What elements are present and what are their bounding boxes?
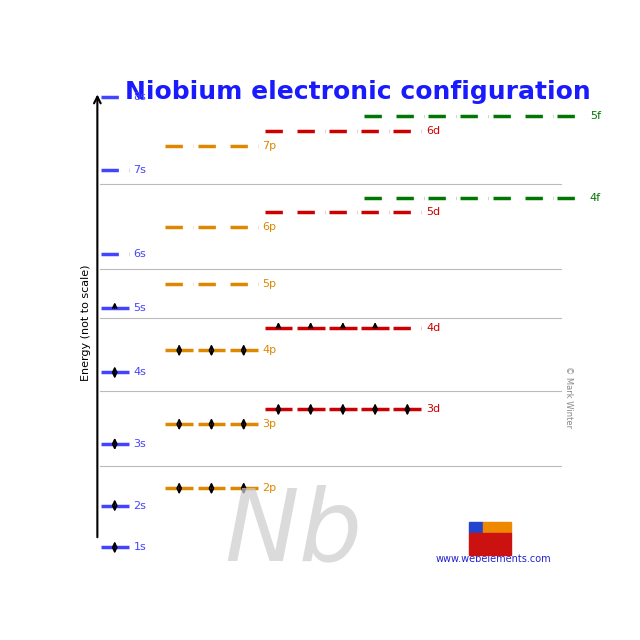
Text: 4s: 4s xyxy=(134,367,147,378)
Text: 7s: 7s xyxy=(134,165,147,175)
Text: 1s: 1s xyxy=(134,543,147,552)
Text: 8s: 8s xyxy=(134,92,147,102)
Text: 5d: 5d xyxy=(426,207,440,218)
Text: 6p: 6p xyxy=(262,222,276,232)
Text: Niobium electronic configuration: Niobium electronic configuration xyxy=(125,80,591,104)
Text: Nb: Nb xyxy=(224,484,362,581)
Text: 4d: 4d xyxy=(426,323,440,333)
Bar xyxy=(483,522,511,533)
Text: © Mark Winter: © Mark Winter xyxy=(564,366,573,428)
Text: 6d: 6d xyxy=(426,126,440,136)
Bar xyxy=(469,533,511,544)
Text: 5p: 5p xyxy=(262,279,276,289)
Bar xyxy=(469,544,511,555)
Text: Energy (not to scale): Energy (not to scale) xyxy=(81,265,92,381)
Text: 4f: 4f xyxy=(590,193,601,202)
Text: 4p: 4p xyxy=(262,346,276,355)
Text: 3s: 3s xyxy=(134,439,147,449)
Text: 5f: 5f xyxy=(590,111,601,121)
Text: 2p: 2p xyxy=(262,483,276,493)
Text: 6s: 6s xyxy=(134,249,147,259)
Text: 2s: 2s xyxy=(134,500,147,511)
Text: 3d: 3d xyxy=(426,404,440,415)
Bar xyxy=(469,522,483,533)
Text: 5s: 5s xyxy=(134,303,147,314)
Text: 7p: 7p xyxy=(262,141,276,151)
Text: 3p: 3p xyxy=(262,419,276,429)
Text: www.webelements.com: www.webelements.com xyxy=(436,554,551,564)
